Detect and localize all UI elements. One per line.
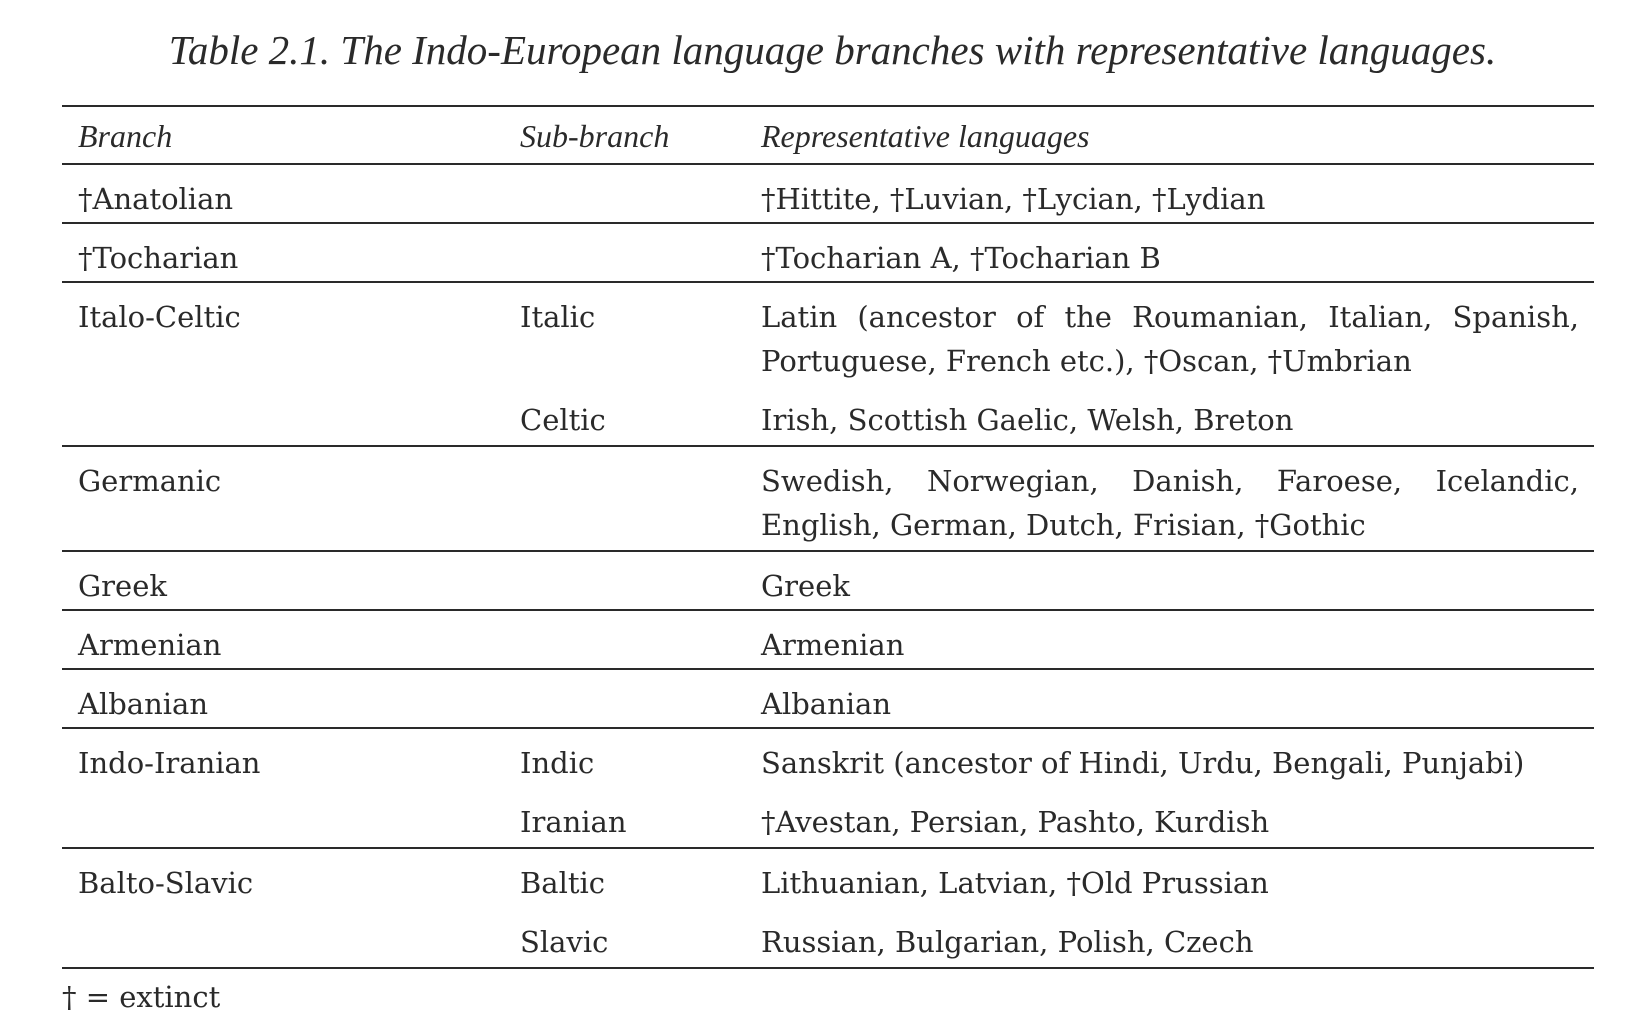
branch-cell: Greek — [78, 569, 167, 603]
table-row: Armenian Armenian — [62, 611, 1594, 670]
table-row: †Anatolian †Hittite, †Luvian, †Lycian, †… — [62, 165, 1594, 224]
branch-cell: Germanic — [78, 464, 222, 498]
header-sub-branch: Sub-branch — [520, 118, 670, 154]
sub-branch-cell: Baltic — [520, 866, 606, 900]
header-representative-languages: Representative languages — [761, 118, 1090, 154]
table-row: Greek Greek — [62, 552, 1594, 611]
languages-cell: †Hittite, †Luvian, †Lycian, †Lydian — [761, 182, 1266, 216]
branch-cell: Indo-Iranian — [78, 746, 261, 780]
branch-cell: Albanian — [78, 687, 208, 721]
table-row: †Tocharian †Tocharian A, †Tocharian B — [62, 224, 1594, 283]
languages-cell: Sanskrit (ancestor of Hindi, Urdu, Benga… — [761, 746, 1525, 780]
branch-cell: Italo-Celtic — [78, 300, 241, 334]
languages-cell: †Avestan, Persian, Pashto, Kurdish — [761, 805, 1270, 839]
branch-cell: †Anatolian — [78, 182, 234, 216]
sub-branch-cell: Iranian — [520, 805, 627, 839]
branch-cell: †Tocharian — [78, 241, 239, 275]
languages-cell: Latin (ancestor of the Roumanian, Italia… — [761, 300, 1579, 378]
table-row: Italo-Celtic Italic Latin (ancestor of t… — [62, 283, 1594, 447]
table-row: Balto-Slavic Baltic Lithuanian, Latvian,… — [62, 849, 1594, 969]
header-branch: Branch — [78, 118, 173, 154]
table-row: Germanic Swedish, Norwegian, Danish, Far… — [62, 447, 1594, 552]
languages-cell: Swedish, Norwegian, Danish, Faroese, Ice… — [761, 464, 1579, 542]
branch-cell: Balto-Slavic — [78, 866, 254, 900]
table-header-row: Branch Sub-branch Representative languag… — [62, 107, 1594, 165]
branch-cell: Armenian — [78, 628, 222, 662]
table-row: Albanian Albanian — [62, 670, 1594, 729]
sub-branch-cell: Indic — [520, 746, 595, 780]
languages-cell: †Tocharian A, †Tocharian B — [761, 241, 1161, 275]
languages-cell: Russian, Bulgarian, Polish, Czech — [761, 925, 1254, 959]
languages-cell: Lithuanian, Latvian, †Old Prussian — [761, 866, 1269, 900]
language-table: Branch Sub-branch Representative languag… — [62, 105, 1594, 969]
languages-cell: Greek — [761, 569, 850, 603]
languages-cell: Armenian — [761, 628, 905, 662]
table-row: Indo-Iranian Indic Sanskrit (ancestor of… — [62, 729, 1594, 849]
sub-branch-cell: Italic — [520, 300, 596, 334]
languages-cell: Albanian — [761, 687, 891, 721]
sub-branch-cell: Slavic — [520, 925, 609, 959]
sub-branch-cell: Celtic — [520, 403, 606, 437]
table-footnote: † = extinct — [62, 980, 221, 1014]
table-caption: Table 2.1. The Indo-European language br… — [168, 27, 1497, 73]
languages-cell: Irish, Scottish Gaelic, Welsh, Breton — [761, 403, 1294, 437]
